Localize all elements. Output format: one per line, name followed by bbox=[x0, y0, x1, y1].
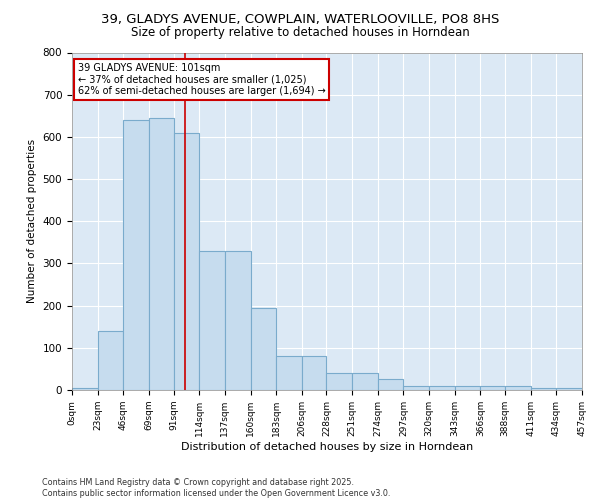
Bar bbox=[530, 388, 556, 390]
X-axis label: Distribution of detached houses by size in Horndean: Distribution of detached houses by size … bbox=[181, 442, 473, 452]
Text: Contains HM Land Registry data © Crown copyright and database right 2025.
Contai: Contains HM Land Registry data © Crown c… bbox=[42, 478, 391, 498]
Bar bbox=[378, 380, 403, 390]
Bar bbox=[455, 386, 481, 390]
Bar bbox=[124, 120, 149, 390]
Bar bbox=[173, 132, 199, 390]
Text: Size of property relative to detached houses in Horndean: Size of property relative to detached ho… bbox=[131, 26, 469, 39]
Bar bbox=[352, 373, 378, 390]
Bar bbox=[72, 388, 98, 390]
Bar bbox=[505, 386, 530, 390]
Bar bbox=[403, 386, 429, 390]
Bar bbox=[326, 373, 352, 390]
Bar bbox=[429, 386, 455, 390]
Y-axis label: Number of detached properties: Number of detached properties bbox=[27, 139, 37, 304]
Text: 39 GLADYS AVENUE: 101sqm
← 37% of detached houses are smaller (1,025)
62% of sem: 39 GLADYS AVENUE: 101sqm ← 37% of detach… bbox=[77, 63, 325, 96]
Bar bbox=[276, 356, 302, 390]
Bar bbox=[98, 331, 124, 390]
Text: 39, GLADYS AVENUE, COWPLAIN, WATERLOOVILLE, PO8 8HS: 39, GLADYS AVENUE, COWPLAIN, WATERLOOVIL… bbox=[101, 12, 499, 26]
Bar bbox=[251, 308, 276, 390]
Bar bbox=[149, 118, 173, 390]
Bar bbox=[556, 388, 582, 390]
Bar bbox=[302, 356, 326, 390]
Bar bbox=[199, 251, 225, 390]
Bar bbox=[225, 251, 251, 390]
Bar bbox=[481, 386, 505, 390]
